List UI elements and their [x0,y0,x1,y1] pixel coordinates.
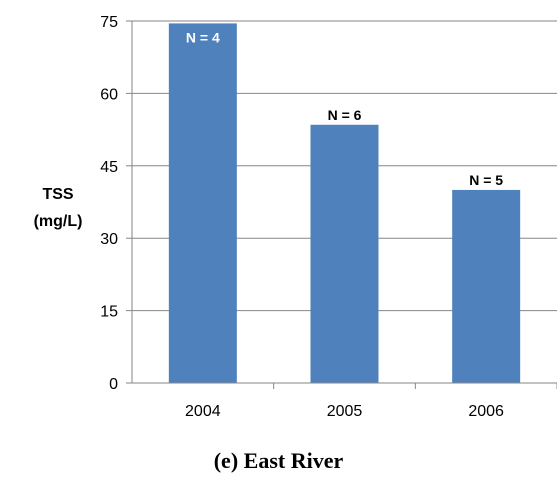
y-tick-label: 60 [100,86,118,103]
bar-label: N = 6 [328,107,362,123]
y-tick-label: 15 [100,304,118,321]
chart-area: 0 15 30 45 60 75 2004 2005 2006 N = 4 N = 6 N = 5… [34,14,557,420]
x-tick-label: 2004 [185,403,221,420]
y-axis-label-line-1: TSS [42,186,73,203]
bar-2005 [310,124,379,384]
axes [126,20,557,389]
bar-labels: N = 4 N = 6 N = 5 [186,29,503,188]
y-tick-label: 30 [100,231,118,248]
bars [168,23,521,384]
bar-label: N = 4 [186,29,220,45]
y-axis-label-line-2: (mg/L) [34,213,83,230]
bar-label: N = 5 [469,172,503,188]
y-tick-label: 0 [109,376,118,393]
x-tick-labels: 2004 2005 2006 [185,403,504,420]
y-tick-labels: 0 15 30 45 60 75 [100,14,118,393]
y-tick-label: 75 [100,14,118,31]
y-tick-label: 45 [100,159,118,176]
chart-caption: (e) East River [213,448,344,473]
x-tick-label: 2005 [327,403,363,420]
bar-2004 [168,23,237,384]
x-tick-label: 2006 [468,403,504,420]
bar-2006 [452,189,521,383]
